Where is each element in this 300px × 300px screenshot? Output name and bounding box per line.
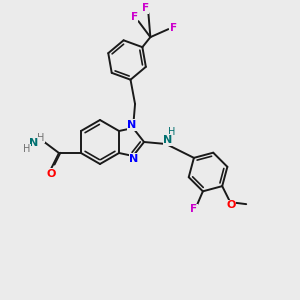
Text: N: N <box>128 120 137 130</box>
Text: H: H <box>23 144 31 154</box>
Text: N: N <box>29 138 39 148</box>
Text: N: N <box>164 135 173 145</box>
Text: F: F <box>190 204 197 214</box>
Text: F: F <box>131 12 138 22</box>
Text: F: F <box>142 3 149 13</box>
Text: H: H <box>37 133 45 143</box>
Text: O: O <box>46 169 56 179</box>
Text: O: O <box>226 200 236 210</box>
Text: N: N <box>129 154 139 164</box>
Text: F: F <box>170 23 177 33</box>
Text: H: H <box>168 127 176 137</box>
